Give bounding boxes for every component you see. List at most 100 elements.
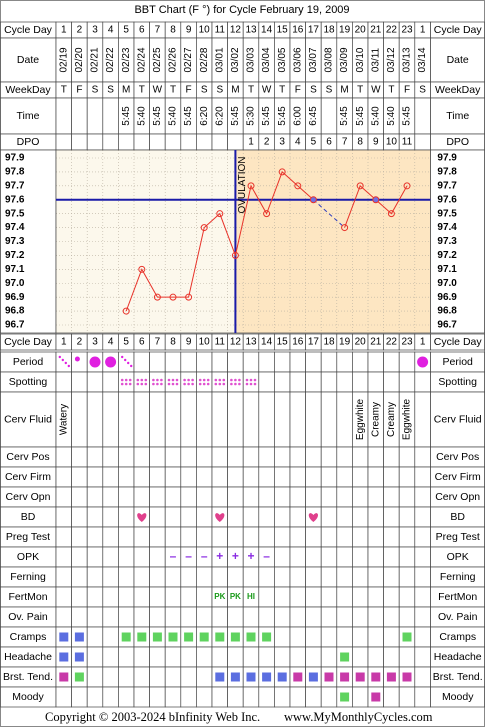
dot bbox=[120, 382, 124, 386]
cell bbox=[352, 686, 369, 708]
cell bbox=[352, 506, 369, 528]
row-label: DPO bbox=[446, 136, 469, 148]
cell bbox=[414, 371, 431, 393]
cell bbox=[0, 97, 57, 135]
cell bbox=[414, 466, 431, 488]
row-label: Cerv Opn bbox=[435, 491, 480, 503]
y-tick-label: 97.9 bbox=[5, 153, 25, 164]
weekday: M bbox=[231, 85, 239, 96]
cell bbox=[289, 351, 306, 373]
cell bbox=[242, 606, 260, 628]
cycle-day: 10 bbox=[199, 25, 211, 36]
cell bbox=[289, 391, 306, 448]
cell bbox=[133, 526, 150, 548]
row-label: Cerv Fluid bbox=[434, 413, 482, 425]
cell bbox=[196, 686, 213, 708]
cell bbox=[398, 466, 416, 488]
cell bbox=[242, 686, 260, 708]
cycle-day: 17 bbox=[308, 337, 320, 348]
cell bbox=[55, 586, 72, 608]
symptom-square bbox=[340, 672, 350, 682]
date: 03/03 bbox=[246, 47, 257, 72]
cell bbox=[118, 506, 135, 528]
dpo: 9 bbox=[373, 137, 379, 148]
fertmon-reading: PK bbox=[214, 592, 225, 601]
cell bbox=[86, 506, 104, 528]
dot bbox=[191, 382, 194, 386]
symptom-square bbox=[199, 632, 209, 642]
plot-border bbox=[55, 149, 431, 334]
cycle-day: 3 bbox=[92, 337, 98, 348]
dpo: 5 bbox=[311, 137, 317, 148]
cell bbox=[274, 526, 291, 548]
y-tick-label: 96.9 bbox=[437, 292, 457, 303]
dot bbox=[234, 378, 237, 382]
dot bbox=[222, 382, 226, 386]
row-label: Cerv Firm bbox=[5, 471, 51, 483]
cell bbox=[320, 391, 338, 448]
dot bbox=[160, 378, 163, 382]
date: 02/21 bbox=[90, 47, 101, 72]
cell bbox=[149, 371, 166, 393]
time: 5:45 bbox=[183, 106, 194, 126]
cell bbox=[227, 486, 244, 508]
cell bbox=[305, 351, 322, 373]
cell bbox=[305, 391, 322, 448]
row-label: Cramps bbox=[439, 631, 476, 643]
cell bbox=[55, 351, 72, 373]
symptom-square bbox=[371, 672, 381, 682]
cell bbox=[242, 526, 260, 548]
cell bbox=[86, 526, 104, 548]
weekday: T bbox=[139, 85, 145, 96]
weekday: S bbox=[310, 85, 317, 96]
cell bbox=[196, 133, 213, 151]
cell bbox=[352, 626, 369, 648]
cell bbox=[227, 133, 244, 151]
cell bbox=[86, 586, 104, 608]
symptom-square bbox=[355, 672, 365, 682]
cell bbox=[55, 566, 72, 588]
cell bbox=[414, 333, 431, 351]
time: 5:45 bbox=[277, 106, 288, 126]
cell bbox=[86, 646, 104, 668]
y-tick-label: 97.1 bbox=[437, 264, 457, 275]
dot bbox=[171, 378, 175, 382]
row-label: WeekDay bbox=[5, 84, 51, 96]
cell bbox=[55, 506, 72, 528]
dot bbox=[198, 378, 202, 382]
period-mark bbox=[417, 356, 429, 368]
time: 5:40 bbox=[370, 106, 381, 126]
cell bbox=[211, 391, 228, 448]
date: 03/08 bbox=[324, 47, 335, 72]
row-label: Period bbox=[13, 356, 44, 368]
cell bbox=[367, 646, 384, 668]
cell bbox=[305, 546, 322, 568]
cell bbox=[164, 586, 182, 608]
date: 03/02 bbox=[230, 47, 241, 72]
cycle-day: 17 bbox=[308, 25, 320, 36]
dot bbox=[187, 378, 190, 382]
cell bbox=[414, 133, 431, 151]
label-cell bbox=[0, 149, 57, 334]
cell bbox=[180, 586, 197, 608]
cycle-day: 14 bbox=[261, 25, 273, 36]
cell bbox=[180, 606, 197, 628]
cell bbox=[149, 486, 166, 508]
cell bbox=[86, 446, 104, 468]
dot bbox=[183, 382, 186, 386]
cell bbox=[180, 466, 197, 488]
cell bbox=[242, 466, 260, 488]
cell bbox=[102, 626, 119, 648]
cycle-day: 4 bbox=[108, 25, 114, 36]
dot bbox=[124, 382, 128, 386]
dot bbox=[253, 382, 257, 386]
time: 6:45 bbox=[308, 106, 319, 126]
cell bbox=[164, 666, 182, 688]
cycle-day: 1 bbox=[61, 25, 67, 36]
cell bbox=[118, 546, 135, 568]
cell bbox=[398, 446, 416, 468]
date: 02/20 bbox=[74, 47, 85, 72]
dpo: 2 bbox=[264, 137, 270, 148]
cell bbox=[383, 351, 400, 373]
cell bbox=[211, 646, 228, 668]
